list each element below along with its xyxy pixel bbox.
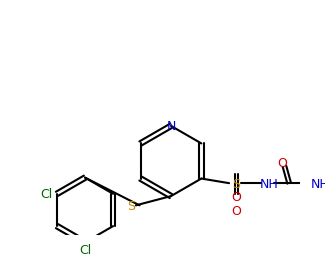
Text: Cl: Cl: [79, 243, 91, 254]
Text: S: S: [232, 177, 240, 190]
Text: Cl: Cl: [40, 187, 52, 200]
Text: O: O: [231, 204, 241, 217]
Text: N: N: [166, 120, 176, 133]
Text: S: S: [127, 199, 135, 212]
Text: O: O: [231, 190, 241, 203]
Text: NH: NH: [259, 177, 278, 190]
Text: NH: NH: [310, 177, 325, 190]
Text: O: O: [277, 157, 287, 170]
